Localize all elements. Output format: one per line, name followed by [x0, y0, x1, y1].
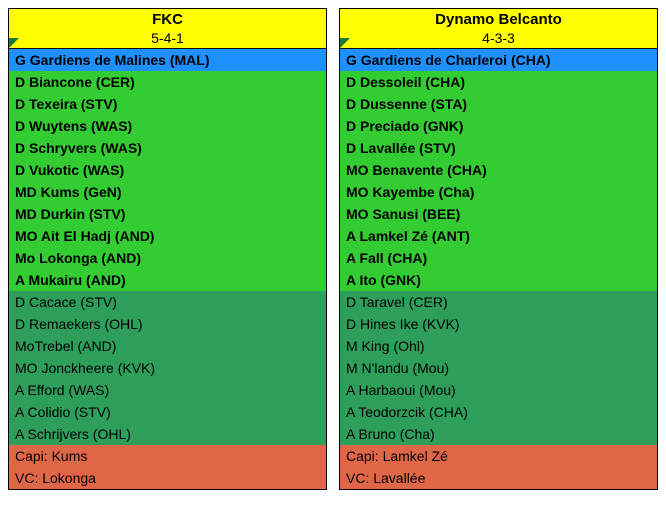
starter-row: MD Durkin (STV): [9, 203, 326, 225]
starter-row: D Wuytens (WAS): [9, 115, 326, 137]
team-name-label: FKC: [152, 11, 183, 28]
gk-row: G Gardiens de Malines (MAL): [9, 49, 326, 71]
sub-row: A Harbaoui (Mou): [340, 379, 657, 401]
captain-row: Capi: Lamkel Zé: [340, 445, 657, 467]
team-name-label: Dynamo Belcanto: [435, 11, 562, 28]
team-left: FKC 5-4-1 G Gardiens de Malines (MAL) D …: [8, 8, 327, 490]
sub-row: A Schrijvers (OHL): [9, 423, 326, 445]
sub-row: D Hines Ike (KVK): [340, 313, 657, 335]
team-left-name: FKC: [9, 9, 326, 30]
starter-row: MO Ait El Hadj (AND): [9, 225, 326, 247]
starter-row: D Texeira (STV): [9, 93, 326, 115]
starter-row: A Ito (GNK): [340, 269, 657, 291]
sub-row: D Cacace (STV): [9, 291, 326, 313]
starter-row: D Preciado (GNK): [340, 115, 657, 137]
starter-row: D Dussenne (STA): [340, 93, 657, 115]
sub-row: A Colidio (STV): [9, 401, 326, 423]
starter-row: MO Benavente (CHA): [340, 159, 657, 181]
sub-row: MoTrebel (AND): [9, 335, 326, 357]
starter-row: D Vukotic (WAS): [9, 159, 326, 181]
sub-row: A Bruno (Cha): [340, 423, 657, 445]
sub-row: A Efford (WAS): [9, 379, 326, 401]
starter-row: A Mukairu (AND): [9, 269, 326, 291]
starter-row: D Schryvers (WAS): [9, 137, 326, 159]
starter-row: Mo Lokonga (AND): [9, 247, 326, 269]
sub-row: D Remaekers (OHL): [9, 313, 326, 335]
sub-row: A Teodorzcik (CHA): [340, 401, 657, 423]
team-left-formation: 5-4-1: [9, 30, 326, 49]
starter-row: D Lavallée (STV): [340, 137, 657, 159]
sub-row: M N'landu (Mou): [340, 357, 657, 379]
starter-row: D Biancone (CER): [9, 71, 326, 93]
sub-row: D Taravel (CER): [340, 291, 657, 313]
starter-row: MO Sanusi (BEE): [340, 203, 657, 225]
teams-container: FKC 5-4-1 G Gardiens de Malines (MAL) D …: [8, 8, 658, 490]
starter-row: MD Kums (GeN): [9, 181, 326, 203]
starter-row: A Lamkel Zé (ANT): [340, 225, 657, 247]
team-right-name: Dynamo Belcanto: [340, 9, 657, 30]
team-right: Dynamo Belcanto 4-3-3 G Gardiens de Char…: [339, 8, 658, 490]
corner-decor-icon: [340, 38, 350, 48]
starter-row: A Fall (CHA): [340, 247, 657, 269]
sub-row: MO Jonckheere (KVK): [9, 357, 326, 379]
team-right-formation: 4-3-3: [340, 30, 657, 49]
vice-captain-row: VC: Lavallée: [340, 467, 657, 489]
sub-row: M King (Ohl): [340, 335, 657, 357]
starter-row: D Dessoleil (CHA): [340, 71, 657, 93]
gk-row: G Gardiens de Charleroi (CHA): [340, 49, 657, 71]
starter-row: MO Kayembe (Cha): [340, 181, 657, 203]
vice-captain-row: VC: Lokonga: [9, 467, 326, 489]
captain-row: Capi: Kums: [9, 445, 326, 467]
corner-decor-icon: [9, 38, 19, 48]
